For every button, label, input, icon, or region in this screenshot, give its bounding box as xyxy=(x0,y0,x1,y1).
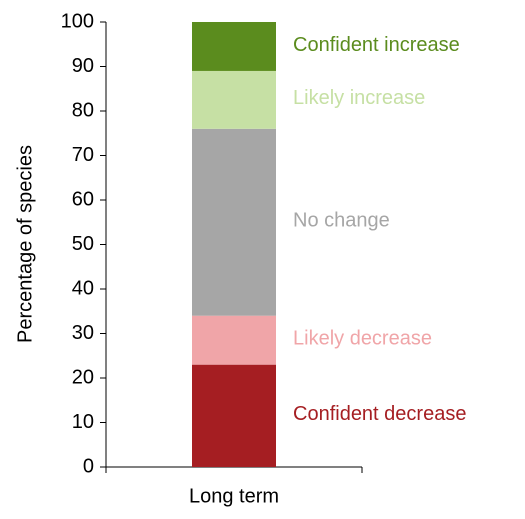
series-label: Likely increase xyxy=(293,87,425,109)
bar-segment xyxy=(192,364,276,467)
bar-segment xyxy=(192,22,276,71)
y-tick-label: 90 xyxy=(72,55,94,77)
x-tick-label: Long term xyxy=(189,485,279,507)
bar-segment xyxy=(192,70,276,129)
bar-segment xyxy=(192,315,276,365)
y-axis-label: Percentage of species xyxy=(14,145,36,343)
y-tick-label: 70 xyxy=(72,144,94,166)
y-tick-label: 80 xyxy=(72,99,94,121)
series-label: Likely decrease xyxy=(293,327,432,349)
y-tick-label: 10 xyxy=(72,411,94,433)
y-tick-label: 0 xyxy=(83,455,94,477)
y-tick-label: 100 xyxy=(61,10,94,32)
series-label: No change xyxy=(293,210,390,232)
y-tick-label: 60 xyxy=(72,188,94,210)
y-tick-label: 50 xyxy=(72,233,94,255)
series-label: Confident increase xyxy=(293,34,460,56)
y-tick-label: 30 xyxy=(72,322,94,344)
y-tick-label: 20 xyxy=(72,366,94,388)
y-tick-label: 40 xyxy=(72,277,94,299)
bar-segment xyxy=(192,128,276,316)
series-label: Confident decrease xyxy=(293,403,466,425)
